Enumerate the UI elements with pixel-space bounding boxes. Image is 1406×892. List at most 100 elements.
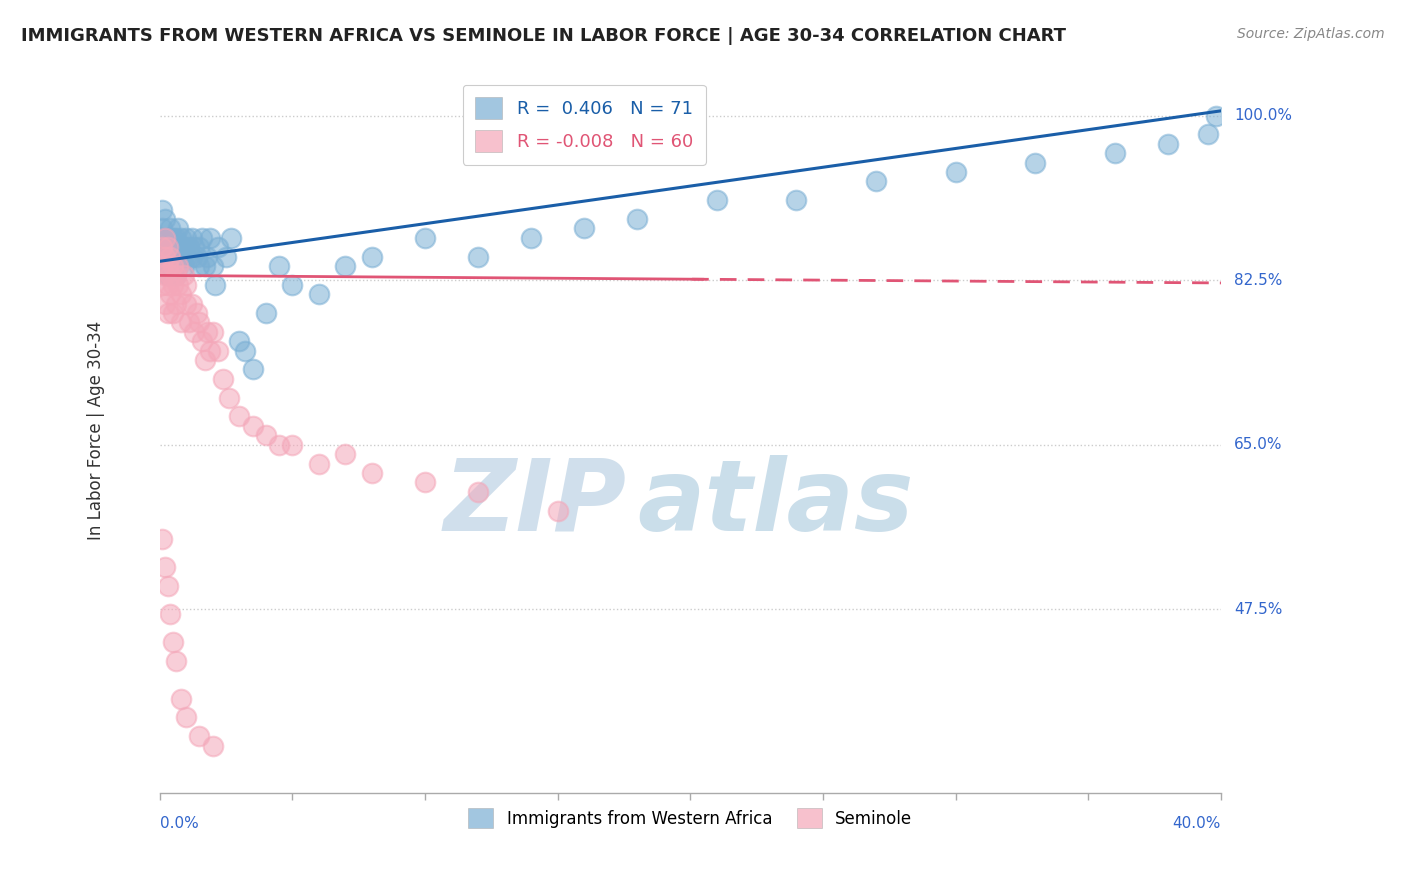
Point xyxy=(159,221,181,235)
Point xyxy=(159,287,181,301)
Point xyxy=(170,231,193,245)
Point xyxy=(170,691,193,706)
Point xyxy=(153,231,176,245)
Point xyxy=(170,287,193,301)
Point xyxy=(156,268,179,283)
Point xyxy=(207,240,229,254)
Text: atlas: atlas xyxy=(637,455,914,551)
Point xyxy=(174,296,197,310)
Point xyxy=(165,296,187,310)
Point xyxy=(174,250,197,264)
Point xyxy=(156,231,179,245)
Point xyxy=(162,231,184,245)
Point xyxy=(207,343,229,358)
Point xyxy=(413,231,436,245)
Point xyxy=(197,325,219,339)
Point xyxy=(215,250,238,264)
Point xyxy=(174,710,197,724)
Point xyxy=(180,231,202,245)
Point xyxy=(254,306,277,320)
Point xyxy=(335,447,357,461)
Point xyxy=(159,231,181,245)
Point xyxy=(153,231,176,245)
Point xyxy=(165,268,187,283)
Point xyxy=(150,259,173,273)
Point xyxy=(156,579,179,593)
Point xyxy=(167,240,190,254)
Point xyxy=(191,231,214,245)
Point xyxy=(281,438,304,452)
Point xyxy=(150,277,173,292)
Text: 65.0%: 65.0% xyxy=(1234,437,1282,452)
Point xyxy=(159,607,181,621)
Point xyxy=(201,259,224,273)
Point xyxy=(167,221,190,235)
Point xyxy=(156,250,179,264)
Point xyxy=(267,259,290,273)
Point xyxy=(212,372,235,386)
Point xyxy=(228,334,250,349)
Point xyxy=(242,362,264,376)
Point xyxy=(1157,136,1180,151)
Point xyxy=(547,503,569,517)
Point xyxy=(785,193,807,207)
Point xyxy=(228,409,250,424)
Text: ZIP: ZIP xyxy=(444,455,627,551)
Point xyxy=(281,277,304,292)
Point xyxy=(159,240,181,254)
Point xyxy=(156,306,179,320)
Legend: Immigrants from Western Africa, Seminole: Immigrants from Western Africa, Seminole xyxy=(461,801,920,835)
Point xyxy=(150,240,173,254)
Point xyxy=(1104,146,1126,161)
Point xyxy=(180,250,202,264)
Point xyxy=(572,221,595,235)
Point xyxy=(188,729,211,743)
Point xyxy=(204,277,226,292)
Point xyxy=(165,268,187,283)
Point xyxy=(153,560,176,574)
Point xyxy=(191,334,214,349)
Point xyxy=(706,193,728,207)
Point xyxy=(153,259,176,273)
Point xyxy=(153,250,176,264)
Point xyxy=(188,315,211,329)
Point xyxy=(1205,109,1227,123)
Text: 100.0%: 100.0% xyxy=(1234,108,1292,123)
Point xyxy=(177,240,200,254)
Point xyxy=(180,296,202,310)
Text: 47.5%: 47.5% xyxy=(1234,602,1282,616)
Point xyxy=(254,428,277,442)
Point xyxy=(221,231,243,245)
Point xyxy=(167,259,190,273)
Point xyxy=(242,418,264,433)
Point xyxy=(335,259,357,273)
Point xyxy=(413,475,436,490)
Point xyxy=(156,277,179,292)
Point xyxy=(153,250,176,264)
Point xyxy=(167,259,190,273)
Point xyxy=(156,259,179,273)
Point xyxy=(170,250,193,264)
Point xyxy=(165,654,187,668)
Point xyxy=(173,259,195,273)
Text: 0.0%: 0.0% xyxy=(160,816,198,831)
Point xyxy=(194,353,217,368)
Point xyxy=(945,165,967,179)
Point xyxy=(361,466,384,480)
Point xyxy=(150,240,173,254)
Point xyxy=(201,739,224,753)
Point xyxy=(865,174,887,188)
Point xyxy=(626,212,648,227)
Point xyxy=(233,343,256,358)
Point xyxy=(1024,155,1046,169)
Point xyxy=(308,287,330,301)
Point xyxy=(174,231,197,245)
Point xyxy=(153,268,176,283)
Point xyxy=(186,250,208,264)
Point xyxy=(173,268,195,283)
Text: 82.5%: 82.5% xyxy=(1234,273,1282,287)
Text: In Labor Force | Age 30-34: In Labor Force | Age 30-34 xyxy=(87,321,105,541)
Point xyxy=(183,240,205,254)
Point xyxy=(173,240,195,254)
Point xyxy=(198,343,221,358)
